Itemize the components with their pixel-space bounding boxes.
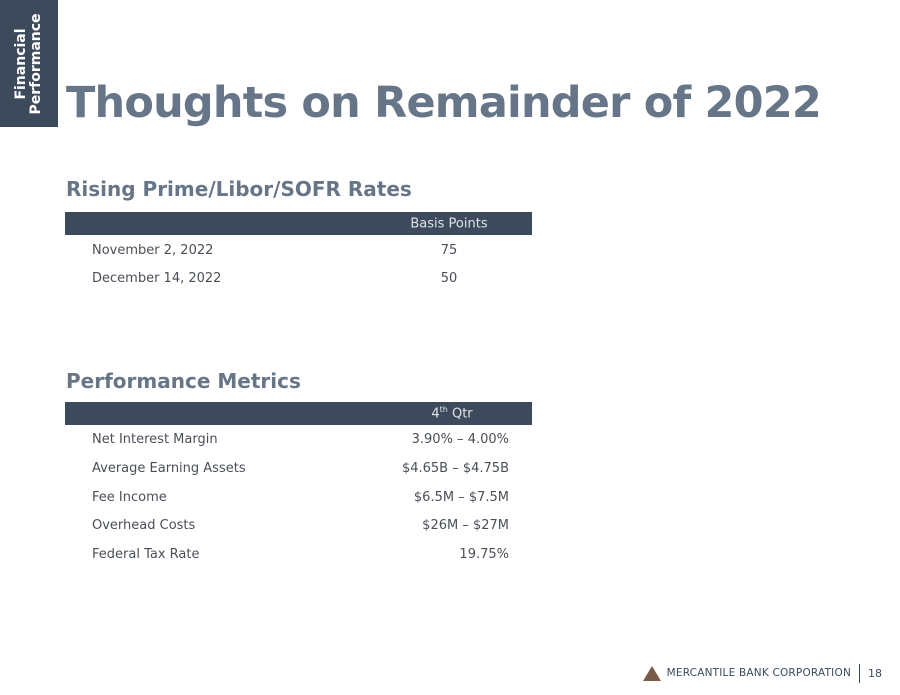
triangle-logo-icon xyxy=(642,665,661,681)
metric-label: Average Earning Assets xyxy=(92,461,246,476)
metric-label: Overhead Costs xyxy=(92,518,196,533)
rate-date: December 14, 2022 xyxy=(92,271,222,286)
metrics-column-header: 4th Qtr xyxy=(431,404,473,421)
company-name: MERCANTILE BANK CORPORATION xyxy=(666,667,851,679)
metric-value: $26M – $27M xyxy=(422,518,509,533)
section-tab-line2: Performance xyxy=(28,13,44,115)
metric-label: Net Interest Margin xyxy=(92,432,218,447)
section-tab-line1: Financial xyxy=(13,28,29,100)
table-row: Overhead Costs $26M – $27M xyxy=(92,518,532,538)
page-title: Thoughts on Remainder of 2022 xyxy=(66,78,822,128)
metric-value: $6.5M – $7.5M xyxy=(413,490,509,505)
table-row: November 2, 2022 75 xyxy=(92,243,532,263)
metrics-table-header: 4th Qtr xyxy=(65,402,532,425)
metric-value: $4.65B – $4.75B xyxy=(401,461,509,476)
metric-label: Federal Tax Rate xyxy=(92,547,200,562)
metrics-heading: Performance Metrics xyxy=(66,369,301,393)
rates-heading: Rising Prime/Libor/SOFR Rates xyxy=(66,177,412,201)
table-row: Federal Tax Rate 19.75% xyxy=(92,547,532,567)
table-row: Average Earning Assets $4.65B – $4.75B xyxy=(92,461,532,481)
footer-divider xyxy=(859,663,860,683)
rates-table-header: Basis Points xyxy=(65,212,532,235)
page-number: 18 xyxy=(868,666,882,680)
table-row: December 14, 2022 50 xyxy=(92,271,532,291)
footer: MERCANTILE BANK CORPORATION 18 xyxy=(642,661,882,685)
rate-basis-points: 50 xyxy=(440,271,458,286)
rate-basis-points: 75 xyxy=(440,243,458,258)
metric-value: 19.75% xyxy=(459,547,509,562)
table-row: Fee Income $6.5M – $7.5M xyxy=(92,490,532,510)
rates-column-header: Basis Points xyxy=(410,216,488,231)
rate-date: November 2, 2022 xyxy=(92,243,214,258)
metric-value: 3.90% – 4.00% xyxy=(411,432,509,447)
metric-label: Fee Income xyxy=(92,490,167,505)
section-tab: Financial Performance xyxy=(0,0,58,127)
table-row: Net Interest Margin 3.90% – 4.00% xyxy=(92,432,532,452)
section-tab-label: Financial Performance xyxy=(13,13,44,115)
